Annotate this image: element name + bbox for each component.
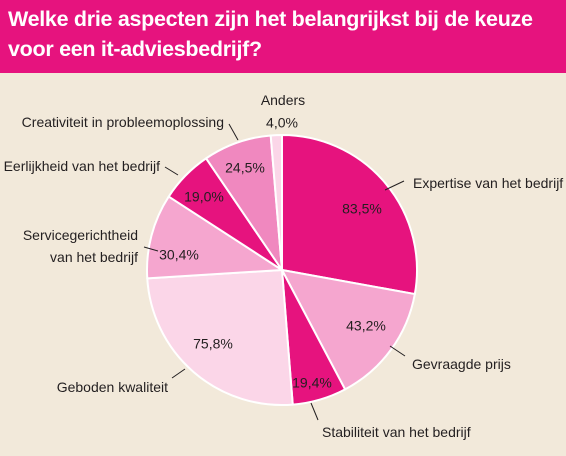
pie-slice-anders (269, 133, 283, 271)
value-label-anders: 4,0% (266, 115, 298, 131)
name-label-servicegerichtheid-van-het-bedrijf: Servicegerichtheid van het bedrijf (23, 227, 138, 265)
slice-value-labels: 83,5% 43,2% 19,4% 75,8% 30,4% 19,0%24,5% (159, 160, 386, 391)
pie-slice-expertise-van-het-bedrijf (281, 134, 418, 296)
leader-lines (143, 123, 406, 421)
name-label-gevraagde-prijs: Gevraagde prijs (412, 356, 511, 372)
name-label-expertise-van-het-bedrijf: Expertise van het bedrijf (413, 175, 563, 191)
pie-slice-gevraagde-prijs (281, 269, 416, 391)
leader-line-expertise-van-het-bedrijf (384, 180, 405, 191)
name-label-geboden-kwaliteit: Geboden kwaliteit (57, 379, 168, 395)
value-label-gevraagde-prijs: 43,2% (346, 318, 386, 334)
name-label-eerlijkheid-van-het-bedrijf: Eerlijkheid van het bedrijf (4, 158, 161, 174)
value-label-eerlijkheid-van-het-bedrijf: 19,0% (184, 189, 224, 205)
value-label-creativiteit-in-probleemoplossing: 24,5% (225, 160, 265, 176)
chart-title: Welke drie aspecten zijn het belangrijks… (8, 7, 533, 61)
pie-slices (146, 133, 418, 406)
leader-line-gevraagde-prijs (389, 345, 406, 357)
name-label-stabiliteit-van-het-bedrijf: Stabiliteit van het bedrijf (322, 424, 471, 440)
title-banner: Welke drie aspecten zijn het belangrijks… (0, 0, 566, 73)
value-label-stabiliteit-van-het-bedrijf: 19,4% (292, 375, 332, 391)
leader-line-servicegerichtheid-van-het-bedrijf (143, 246, 159, 252)
leader-line-stabiliteit-van-het-bedrijf (310, 402, 319, 421)
pie-slice-servicegerichtheid-van-het-bedrijf (146, 195, 283, 280)
name-label-anders: Anders (261, 92, 305, 108)
pie-slice-geboden-kwaliteit (146, 269, 294, 406)
value-label-geboden-kwaliteit: 75,8% (193, 336, 233, 352)
leader-line-eerlijkheid-van-het-bedrijf (164, 166, 179, 176)
value-label-servicegerichtheid-van-het-bedrijf: 30,4% (159, 247, 199, 263)
value-label-expertise-van-het-bedrijf: 83,5% (342, 201, 382, 217)
leader-line-creativiteit-in-probleemoplossing (228, 123, 239, 141)
leader-line-geboden-kwaliteit (171, 368, 186, 379)
slice-name-labels: Expertise van het bedrijf Gevraagde prijs… (4, 92, 564, 440)
name-label-creativiteit-in-probleemoplossing: Creativiteit in probleemoplossing (22, 114, 224, 130)
